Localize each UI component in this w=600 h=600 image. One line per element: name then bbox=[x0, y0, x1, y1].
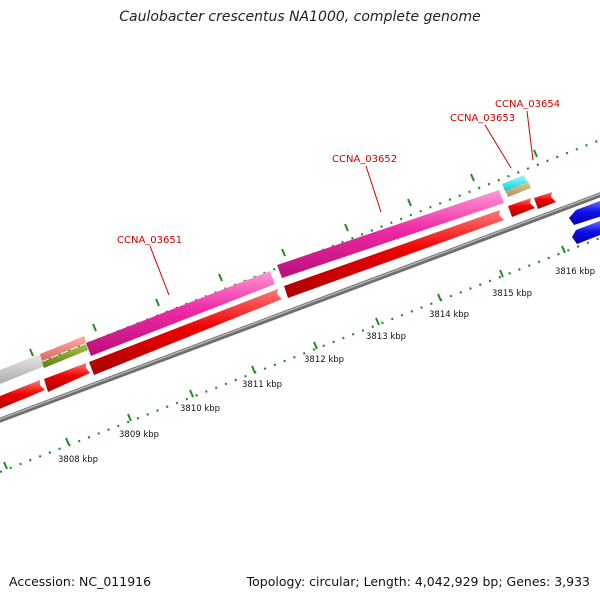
inner-major-ticks bbox=[3, 245, 566, 470]
accession-text: Accession: NC_011916 bbox=[9, 574, 152, 589]
cds-arrow[interactable] bbox=[0, 380, 45, 412]
gene-feature-ccna-03652[interactable] bbox=[277, 190, 504, 278]
outer-major-ticks bbox=[29, 149, 538, 357]
cds-arrow[interactable] bbox=[508, 198, 535, 217]
kbp-label: 3811 kbp bbox=[242, 380, 282, 390]
gene-feature-ccna-03653[interactable] bbox=[505, 181, 531, 197]
inner-tick-ring bbox=[0, 236, 600, 474]
reverse-strand-track bbox=[569, 199, 600, 244]
kbp-label: 3815 kbp bbox=[492, 289, 532, 299]
gene-feature-gray bbox=[0, 354, 45, 384]
gene-track bbox=[0, 175, 531, 384]
label-leader-line bbox=[526, 110, 534, 161]
cds-arrow-reverse[interactable] bbox=[569, 199, 600, 225]
gene-feature-ccna-03651[interactable] bbox=[86, 271, 275, 356]
cds-arrow-reverse[interactable] bbox=[572, 219, 600, 244]
genome-backbone bbox=[0, 192, 600, 423]
kbp-label: 3813 kbp bbox=[366, 332, 406, 342]
kbp-label: 3809 kbp bbox=[119, 430, 159, 440]
kbp-label: 3814 kbp bbox=[429, 310, 469, 320]
gene-label-ccna-03652[interactable]: CCNA_03652 bbox=[332, 154, 397, 165]
kbp-label: 3810 kbp bbox=[180, 404, 220, 414]
gene-feature-ccna-03654[interactable] bbox=[502, 175, 527, 191]
gene-feature-salmon bbox=[40, 336, 86, 361]
gene-feature-olive bbox=[42, 344, 88, 368]
kbp-label: 3812 kbp bbox=[304, 355, 344, 365]
gene-label-ccna-03653[interactable]: CCNA_03653 bbox=[450, 113, 515, 124]
cds-track bbox=[0, 192, 556, 412]
cds-arrow[interactable] bbox=[44, 363, 90, 392]
kbp-tick-labels: 3808 kbp 3809 kbp 3810 kbp 3811 kbp 3812… bbox=[58, 267, 595, 465]
gene-labels: CCNA_03651 CCNA_03652 CCNA_03653 CCNA_03… bbox=[117, 99, 560, 296]
cds-arrow[interactable] bbox=[284, 210, 504, 298]
gene-label-ccna-03654[interactable]: CCNA_03654 bbox=[495, 99, 560, 110]
label-leader-line bbox=[484, 124, 512, 169]
label-leader-line bbox=[149, 245, 170, 296]
topology-text: Topology: circular; Length: 4,042,929 bp… bbox=[246, 574, 590, 589]
kbp-label: 3816 kbp bbox=[555, 267, 595, 277]
label-leader-line bbox=[365, 165, 382, 213]
cds-arrow[interactable] bbox=[534, 192, 556, 209]
cds-arrow[interactable] bbox=[89, 289, 282, 375]
genome-backbone-highlight bbox=[0, 193, 600, 420]
map-title: Caulobacter crescentus NA1000, complete … bbox=[119, 9, 481, 25]
gene-label-ccna-03651[interactable]: CCNA_03651 bbox=[117, 235, 182, 246]
kbp-label: 3808 kbp bbox=[58, 455, 98, 465]
